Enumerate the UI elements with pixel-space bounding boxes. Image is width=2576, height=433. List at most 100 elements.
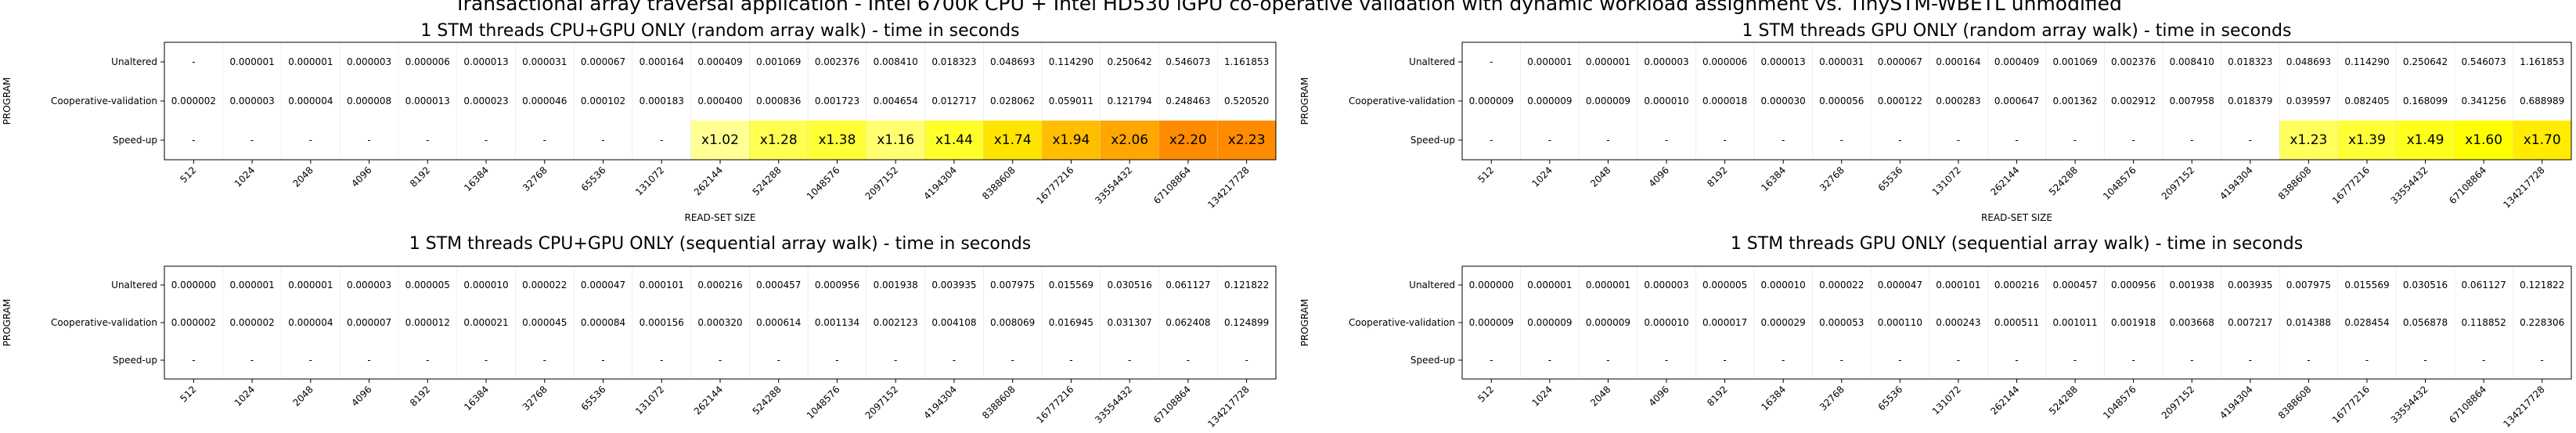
- cell-label: -: [1898, 135, 1901, 146]
- x-tick-label: 16384: [462, 164, 491, 193]
- cell-label: 0.000002: [171, 317, 216, 328]
- cell-label: 0.056878: [2403, 317, 2448, 328]
- y-tick-label: Cooperative-validation: [51, 317, 157, 328]
- cell-label: -: [2131, 355, 2135, 366]
- heatmap-cell: [456, 341, 516, 379]
- cell-label: 0.018379: [2228, 96, 2272, 106]
- y-tick-label: Unaltered: [111, 56, 157, 67]
- heatmap-cell: [1462, 81, 1521, 121]
- cell-label: -: [1128, 355, 1131, 366]
- x-tick-label: 131072: [633, 384, 666, 417]
- cell-label: -: [2190, 135, 2193, 146]
- heatmap-cell: [1579, 121, 1637, 160]
- cell-label: 0.059011: [1049, 96, 1093, 106]
- y-tick-label: Speed-up: [113, 135, 157, 146]
- cell-label: -: [1011, 355, 1014, 366]
- heatmap-cell: [1579, 42, 1637, 81]
- cell-label: 0.121794: [1108, 96, 1152, 106]
- panel-title: 1 STM threads CPU+GPU ONLY (random array…: [420, 21, 1019, 41]
- heatmap-cell: [574, 304, 632, 341]
- heatmap-cell: [2045, 304, 2105, 341]
- heatmap-cell: [340, 341, 398, 379]
- cell-label: 0.000009: [1527, 96, 1572, 106]
- cell-label: -: [485, 355, 488, 366]
- cell-label: -: [2249, 135, 2252, 146]
- heatmap-cell: [2279, 304, 2338, 341]
- x-tick-label: 1024: [232, 384, 257, 408]
- cell-label: x1.23: [2290, 132, 2327, 148]
- heatmap-cell: [2337, 341, 2397, 379]
- cell-label: 0.004108: [931, 317, 976, 328]
- cell-label: 0.000009: [1586, 96, 1630, 106]
- cell-label: 0.030516: [2403, 280, 2448, 290]
- heatmap-cell: [398, 266, 457, 304]
- x-tick-label: 262144: [692, 384, 725, 417]
- heatmap-cell: [690, 341, 750, 379]
- cell-label: 0.000021: [463, 317, 508, 328]
- cell-label: 0.000010: [463, 280, 508, 290]
- cell-label: 0.250642: [2403, 56, 2448, 67]
- y-tick-label: Speed-up: [1410, 355, 1455, 366]
- x-tick-label: 8192: [408, 384, 432, 408]
- cell-label: 0.000047: [581, 280, 625, 290]
- x-tick-label: 524288: [751, 164, 784, 197]
- cell-label: 0.000164: [639, 56, 684, 67]
- x-tick-label: 4096: [1647, 164, 1671, 189]
- cell-label: 0.000067: [581, 56, 625, 67]
- cell-label: -: [2365, 355, 2369, 366]
- heatmap-cell: [2104, 304, 2163, 341]
- x-tick-label: 1048576: [805, 384, 842, 421]
- x-tick-label: 65536: [579, 164, 608, 193]
- heatmap-cell: [2454, 266, 2513, 304]
- heatmap-cell: [924, 121, 984, 160]
- cell-label: x1.39: [2348, 132, 2386, 148]
- heatmap-cell: [1929, 341, 1988, 379]
- heatmap-cell: [1158, 42, 1218, 81]
- heatmap-cell: [222, 81, 282, 121]
- cell-label: -: [2423, 355, 2426, 366]
- cell-label: -: [1069, 355, 1072, 366]
- y-tick-label: Cooperative-validation: [51, 96, 157, 106]
- cell-label: x1.94: [1052, 132, 1090, 148]
- heatmap-cell: [2221, 304, 2280, 341]
- x-tick-label: 134217728: [2501, 384, 2546, 429]
- heatmap-cell: [281, 341, 340, 379]
- cell-label: -: [192, 56, 195, 67]
- cell-label: 0.000183: [639, 96, 684, 106]
- x-tick-label: 32768: [1818, 164, 1846, 193]
- cell-label: x1.02: [701, 132, 739, 148]
- cell-label: -: [1898, 355, 1901, 366]
- cell-label: -: [1723, 135, 1726, 146]
- cell-label: 0.000031: [522, 56, 567, 67]
- cell-label: 0.124899: [1224, 317, 1269, 328]
- heatmap-cell: [1987, 304, 2046, 341]
- x-tick-label: 4194304: [921, 164, 959, 202]
- heatmap-cell: [515, 42, 575, 81]
- x-tick-label: 131072: [1930, 164, 1963, 197]
- heatmap-cell: [1042, 266, 1101, 304]
- cell-label: -: [1490, 355, 1493, 366]
- x-tick-label: 262144: [1988, 164, 2021, 197]
- cell-label: 0.000003: [347, 280, 391, 290]
- heatmap-cell: [2221, 341, 2280, 379]
- heatmap-cell: [164, 42, 223, 81]
- heatmap-cell: [164, 304, 223, 341]
- cell-label: 1.161853: [2520, 56, 2564, 67]
- cell-label: 0.121822: [1224, 280, 1269, 290]
- heatmap-cell: [1753, 341, 1813, 379]
- x-tick-label: 33554432: [2389, 384, 2430, 425]
- figure-title: Transactional array traversal applicatio…: [454, 0, 2122, 15]
- heatmap-cell: [222, 121, 282, 160]
- heatmap-cell: [690, 266, 750, 304]
- heatmap-cell: [456, 121, 516, 160]
- cell-label: 0.001011: [2052, 317, 2097, 328]
- heatmap-cell: [2279, 341, 2338, 379]
- cell-label: 0.000216: [1994, 280, 2039, 290]
- x-tick-label: 2097152: [863, 164, 901, 202]
- cell-label: 0.000009: [1469, 96, 1514, 106]
- heatmap-cell: [749, 42, 809, 81]
- heatmap-cell: [2396, 81, 2455, 121]
- heatmap-cell: [1217, 266, 1276, 304]
- x-tick-label: 67108864: [2447, 164, 2488, 206]
- cell-label: 0.341256: [2461, 96, 2506, 106]
